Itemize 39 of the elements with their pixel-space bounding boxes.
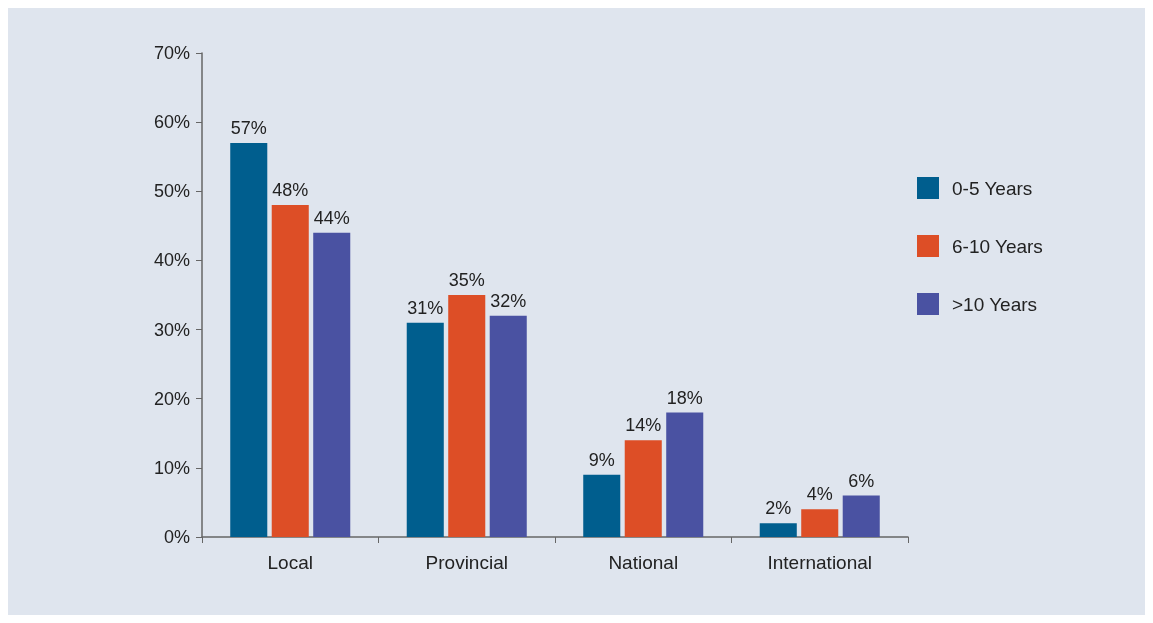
legend-label: 6-10 Years <box>952 235 1043 257</box>
bar <box>666 412 704 537</box>
bar <box>313 232 351 537</box>
bar <box>801 509 839 537</box>
data-label: 4% <box>806 484 833 505</box>
data-label: 14% <box>625 415 662 436</box>
data-label: 44% <box>313 207 350 228</box>
bar <box>624 440 662 537</box>
x-tick-label: Provincial <box>425 552 508 573</box>
y-tick-label: 40% <box>153 250 190 271</box>
data-label: 18% <box>666 387 703 408</box>
y-tick-label: 0% <box>163 527 190 547</box>
legend-label: >10 Years <box>952 293 1038 315</box>
y-tick-label: 20% <box>153 388 190 409</box>
bar <box>489 315 527 537</box>
data-label: 9% <box>588 449 615 470</box>
bar <box>448 295 486 537</box>
y-tick-label: 10% <box>153 457 190 478</box>
y-tick-label: 70% <box>153 43 190 63</box>
data-label: 57% <box>230 117 267 138</box>
bar <box>230 142 268 537</box>
data-label: 31% <box>407 297 444 318</box>
data-label: 35% <box>448 270 485 290</box>
data-label: 32% <box>490 290 527 311</box>
bar <box>842 495 880 537</box>
data-label: 6% <box>848 470 875 491</box>
x-tick-label: International <box>767 552 873 573</box>
bar <box>583 474 621 537</box>
bar <box>759 523 797 537</box>
data-label: 48% <box>272 180 309 201</box>
x-tick-label: Local <box>267 552 313 573</box>
y-tick-label: 60% <box>153 112 190 133</box>
bar <box>406 322 444 537</box>
x-tick-label: National <box>608 552 679 573</box>
legend-label: 0-5 Years <box>952 177 1033 199</box>
y-tick-label: 50% <box>153 181 190 202</box>
y-tick-label: 30% <box>153 319 190 340</box>
bar <box>271 205 309 537</box>
data-label: 2% <box>765 498 792 519</box>
